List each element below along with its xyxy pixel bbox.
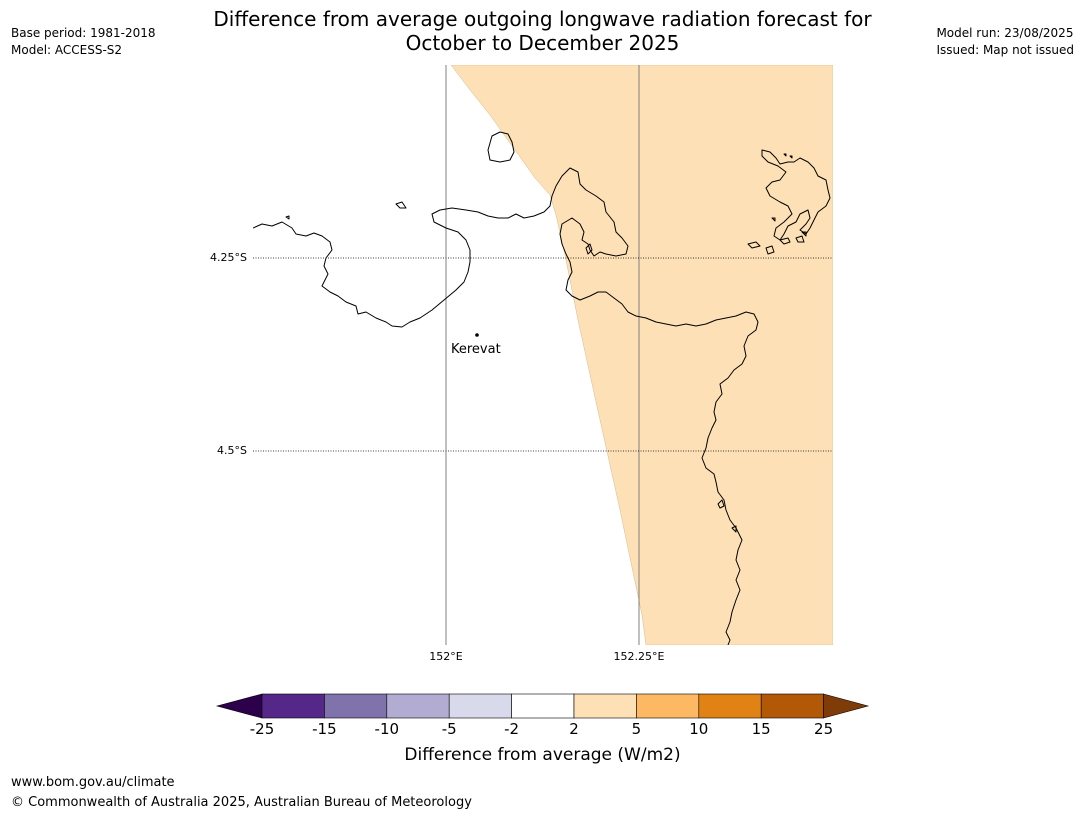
place-label-kerevat: Kerevat [451, 342, 501, 357]
map-title-line1: Difference from average outgoing longwav… [213, 7, 872, 31]
colorbar-bin-1 [261, 693, 325, 719]
lon-label-152: 152°E [429, 650, 463, 663]
lon-label-152-25: 152.25°E [613, 650, 665, 663]
colorbar-bin-6 [573, 693, 637, 719]
colorbar-extend-low [215, 693, 263, 719]
meta-left: Base period: 1981-2018 Model: ACCESS-S2 [11, 25, 156, 59]
map-title: Difference from average outgoing longwav… [0, 7, 1085, 55]
colorbar-tick: 10 [689, 720, 709, 738]
shaded-region [450, 65, 833, 645]
colorbar-tick: -10 [374, 720, 400, 738]
colorbar-bin-3 [386, 693, 450, 719]
colorbar-tick: -5 [441, 720, 457, 738]
colorbar-bin-7 [636, 693, 700, 719]
colorbar-tick: 25 [814, 720, 834, 738]
footer-copyright: © Commonwealth of Australia 2025, Austra… [11, 795, 472, 810]
model-run: Model run: 23/08/2025 [936, 26, 1074, 40]
colorbar-bin-9 [760, 693, 824, 719]
place-marker-kerevat [475, 333, 479, 337]
colorbar-tick: 15 [751, 720, 771, 738]
colorbar-extend-high [823, 693, 870, 719]
colorbar-bin-8 [698, 693, 762, 719]
model-name: Model: ACCESS-S2 [11, 43, 123, 57]
colorbar-bin-4 [448, 693, 512, 719]
colorbar-tick: -15 [312, 720, 337, 738]
colorbar-tick: -25 [249, 720, 275, 738]
colorbar-tick: 2 [569, 720, 579, 738]
colorbar-tick: -2 [504, 720, 520, 738]
colorbar-tick: 5 [631, 720, 642, 738]
lat-label-4-5: 4.5°S [217, 444, 247, 457]
issued-status: Issued: Map not issued [936, 43, 1074, 57]
meta-right: Model run: 23/08/2025 Issued: Map not is… [936, 25, 1074, 59]
base-period: Base period: 1981-2018 [11, 26, 156, 40]
colorbar [215, 693, 870, 719]
coastline [253, 131, 831, 645]
colorbar-bin-2 [324, 693, 388, 719]
footer-url: www.bom.gov.au/climate [11, 775, 175, 790]
colorbar-bin-5 [511, 693, 575, 719]
lat-label-4-25: 4.25°S [210, 251, 247, 264]
map-title-line2: October to December 2025 [405, 31, 680, 55]
colorbar-title: Difference from average (W/m2) [404, 745, 681, 765]
